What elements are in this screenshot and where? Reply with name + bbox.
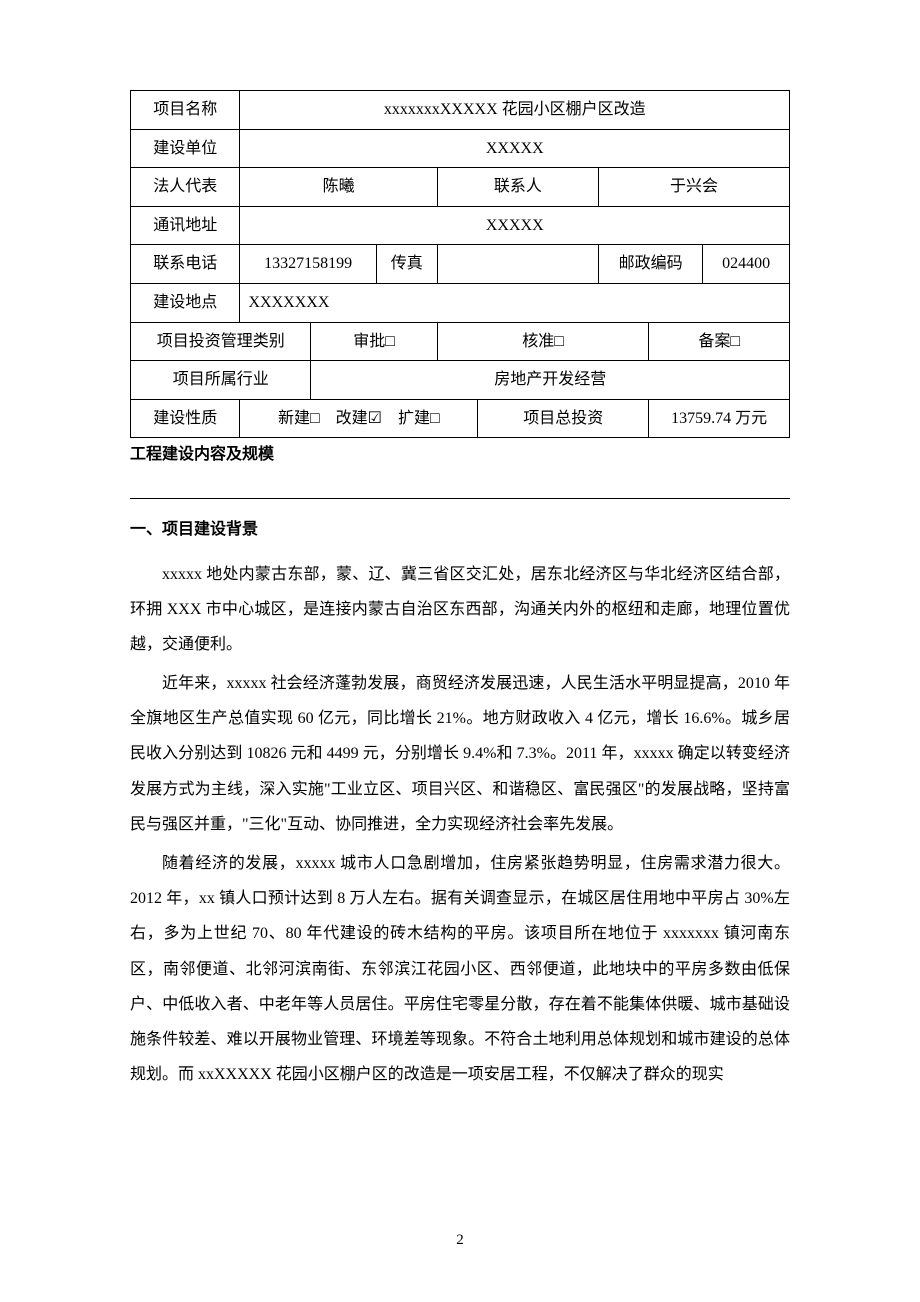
approval-label: 审批□ [311, 322, 437, 361]
industry-value: 房地产开发经营 [311, 361, 790, 400]
project-name-value: xxxxxxxXXXXX 花园小区棚户区改造 [240, 91, 790, 130]
filing-label: 备案□ [649, 322, 790, 361]
table-row: 法人代表 陈曦 联系人 于兴会 [131, 168, 790, 207]
phone-label: 联系电话 [131, 245, 240, 284]
paragraph-2: 近年来，xxxxx 社会经济蓬勃发展，商贸经济发展迅速，人民生活水平明显提高，2… [130, 666, 790, 842]
postcode-label: 邮政编码 [598, 245, 702, 284]
table-row: 联系电话 13327158199 传真 邮政编码 024400 [131, 245, 790, 284]
paragraph-1: xxxxx 地处内蒙古东部，蒙、辽、冀三省区交汇处，居东北经济区与华北经济区结合… [130, 557, 790, 663]
table-row: 建设性质 新建□ 改建☑ 扩建□ 项目总投资 13759.74 万元 [131, 399, 790, 438]
table-row: 项目投资管理类别 审批□ 核准□ 备案□ [131, 322, 790, 361]
address-value: XXXXX [240, 206, 790, 245]
content-box: 一、项目建设背景 xxxxx 地处内蒙古东部，蒙、辽、冀三省区交汇处，居东北经济… [130, 498, 790, 1092]
fax-value [437, 245, 598, 284]
build-nature-label: 建设性质 [131, 399, 240, 438]
legal-rep-value: 陈曦 [240, 168, 437, 207]
verify-label: 核准□ [437, 322, 649, 361]
project-name-label: 项目名称 [131, 91, 240, 130]
paragraph-3: 随着经济的发展，xxxxx 城市人口急剧增加，住房紧张趋势明显，住房需求潜力很大… [130, 846, 790, 1092]
table-row: 项目所属行业 房地产开发经营 [131, 361, 790, 400]
contact-label: 联系人 [437, 168, 598, 207]
background-heading: 一、项目建设背景 [130, 517, 790, 543]
build-nature-value: 新建□ 改建☑ 扩建□ [240, 399, 478, 438]
location-value: XXXXXXX [240, 283, 790, 322]
total-invest-label: 项目总投资 [478, 399, 649, 438]
project-info-table: 项目名称 xxxxxxxXXXXX 花园小区棚户区改造 建设单位 XXXXX 法… [130, 90, 790, 438]
invest-mgmt-label: 项目投资管理类别 [131, 322, 311, 361]
table-row: 建设地点 XXXXXXX [131, 283, 790, 322]
table-row: 项目名称 xxxxxxxXXXXX 花园小区棚户区改造 [131, 91, 790, 130]
page-number: 2 [456, 1228, 464, 1252]
table-row: 通讯地址 XXXXX [131, 206, 790, 245]
address-label: 通讯地址 [131, 206, 240, 245]
phone-value: 13327158199 [240, 245, 376, 284]
builder-label: 建设单位 [131, 129, 240, 168]
total-invest-value: 13759.74 万元 [649, 399, 790, 438]
fax-label: 传真 [376, 245, 437, 284]
builder-value: XXXXX [240, 129, 790, 168]
postcode-value: 024400 [703, 245, 790, 284]
legal-rep-label: 法人代表 [131, 168, 240, 207]
table-row: 建设单位 XXXXX [131, 129, 790, 168]
location-label: 建设地点 [131, 283, 240, 322]
contact-value: 于兴会 [598, 168, 789, 207]
industry-label: 项目所属行业 [131, 361, 311, 400]
section-title: 工程建设内容及规模 [130, 442, 790, 468]
